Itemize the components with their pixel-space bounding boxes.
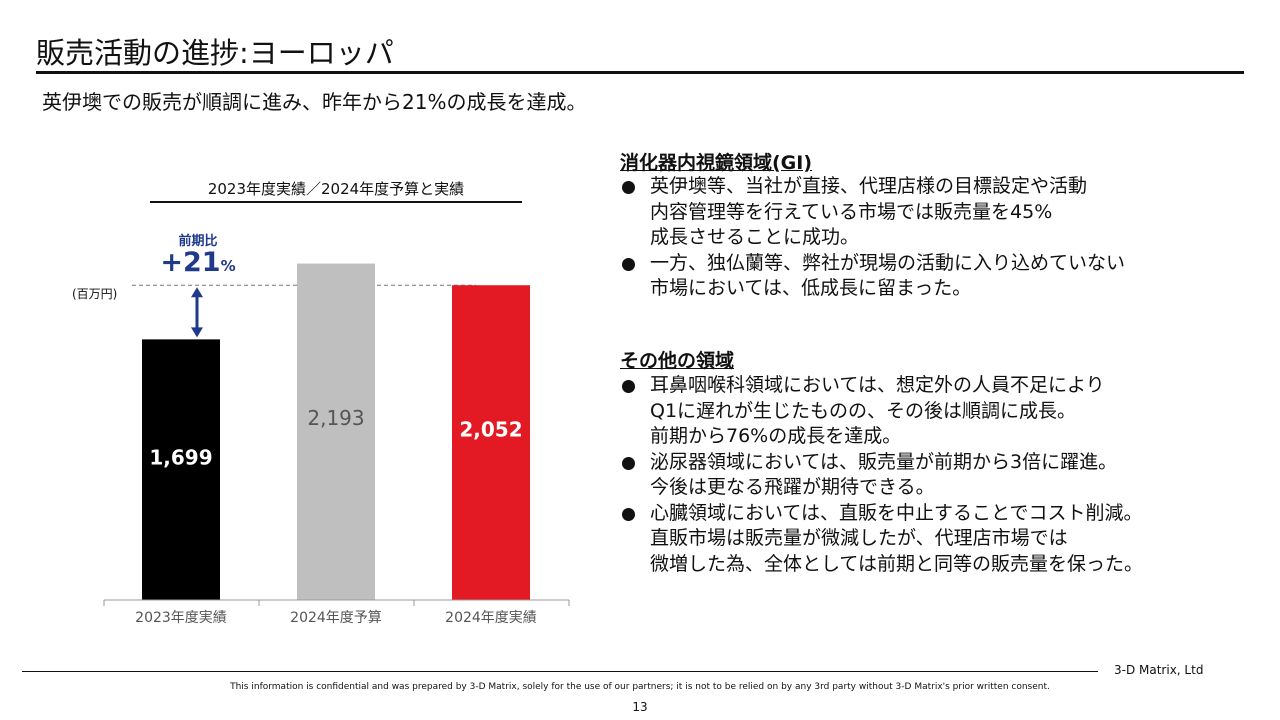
list-item: 英伊墺等、当社が直接、代理店様の目標設定や活動 内容管理等を行えている市場では販… xyxy=(620,174,1260,251)
bullet-text: 心臓領域においては、直販を中止することでコスト削減。 直販市場は販売量が微減した… xyxy=(650,501,1144,575)
unit-label: (百万円) xyxy=(72,287,118,301)
bullet-list-gi: 英伊墺等、当社が直接、代理店様の目標設定や活動 内容管理等を行えている市場では販… xyxy=(620,174,1260,302)
bullet-icon xyxy=(622,456,635,470)
bullet-icon xyxy=(622,181,635,194)
section-heading-gi: 消化器内視鏡領域(GI) xyxy=(620,152,813,174)
bullet-icon xyxy=(622,507,635,521)
growth-arrow-head-up xyxy=(191,287,203,298)
growth-value: +21% xyxy=(158,247,238,278)
page-subtitle: 英伊墺での販売が順調に進み、昨年から21%の成長を達成。 xyxy=(42,90,587,114)
growth-number: +21 xyxy=(160,247,221,278)
title-divider xyxy=(36,71,1244,74)
page-title: 販売活動の進捗:ヨーロッパ xyxy=(36,36,394,70)
confidentiality-notice: This information is confidential and was… xyxy=(230,682,1050,692)
data-label-1: 1,699 xyxy=(149,445,212,469)
data-label-3: 2,052 xyxy=(459,417,522,441)
x-tick-label-1: 2023年度実績 xyxy=(135,610,227,626)
growth-percent-sign: % xyxy=(220,257,236,275)
bullet-list-other: 耳鼻咽喉科領域においては、想定外の人員不足により Q1に遅れが生じたものの、その… xyxy=(620,373,1260,577)
data-label-2: 2,193 xyxy=(307,406,364,430)
bar-3 xyxy=(452,285,530,600)
bar-1 xyxy=(142,339,220,600)
bar-2 xyxy=(297,263,375,600)
bullet-icon xyxy=(622,380,635,393)
bullet-text: 一方、独仏蘭等、弊社が現場の活動に入り込めていない 市場においては、低成長に留ま… xyxy=(650,251,1126,300)
bullet-text: 英伊墺等、当社が直接、代理店様の目標設定や活動 内容管理等を行えている市場では販… xyxy=(650,175,1088,248)
page-number: 13 xyxy=(632,700,648,714)
list-item: 心臓領域においては、直販を中止することでコスト削減。 直販市場は販売量が微減した… xyxy=(620,501,1260,578)
company-name: 3-D Matrix, Ltd xyxy=(1114,663,1204,677)
list-item: 一方、独仏蘭等、弊社が現場の活動に入り込めていない 市場においては、低成長に留ま… xyxy=(620,251,1260,302)
section-heading-other: その他の領域 xyxy=(620,350,735,372)
footer-divider xyxy=(22,671,1098,672)
bullet-text: 耳鼻咽喉科領域においては、想定外の人員不足により Q1に遅れが生じたものの、その… xyxy=(650,374,1105,447)
chart-title: 2023年度実績／2024年度予算と実績 xyxy=(207,180,465,198)
bar-chart: 1,699 2023年度実績 2,193 2024年度予算 2,052 2024年度実績 xyxy=(103,263,570,626)
list-item: 耳鼻咽喉科領域においては、想定外の人員不足により Q1に遅れが生じたものの、その… xyxy=(620,373,1260,450)
bullet-icon xyxy=(622,257,635,271)
x-tick-label-3: 2024年度実績 xyxy=(445,610,537,626)
bullet-text: 泌尿器領域においては、販売量が前期から3倍に躍進。 今後は更なる飛躍が期待できる… xyxy=(650,450,1118,499)
x-tick-label-2: 2024年度予算 xyxy=(290,610,382,626)
growth-label: 前期比 xyxy=(178,234,218,249)
growth-arrow-head-down xyxy=(191,327,203,338)
chart-title-underline xyxy=(150,201,522,203)
list-item: 泌尿器領域においては、販売量が前期から3倍に躍進。 今後は更なる飛躍が期待できる… xyxy=(620,450,1260,501)
